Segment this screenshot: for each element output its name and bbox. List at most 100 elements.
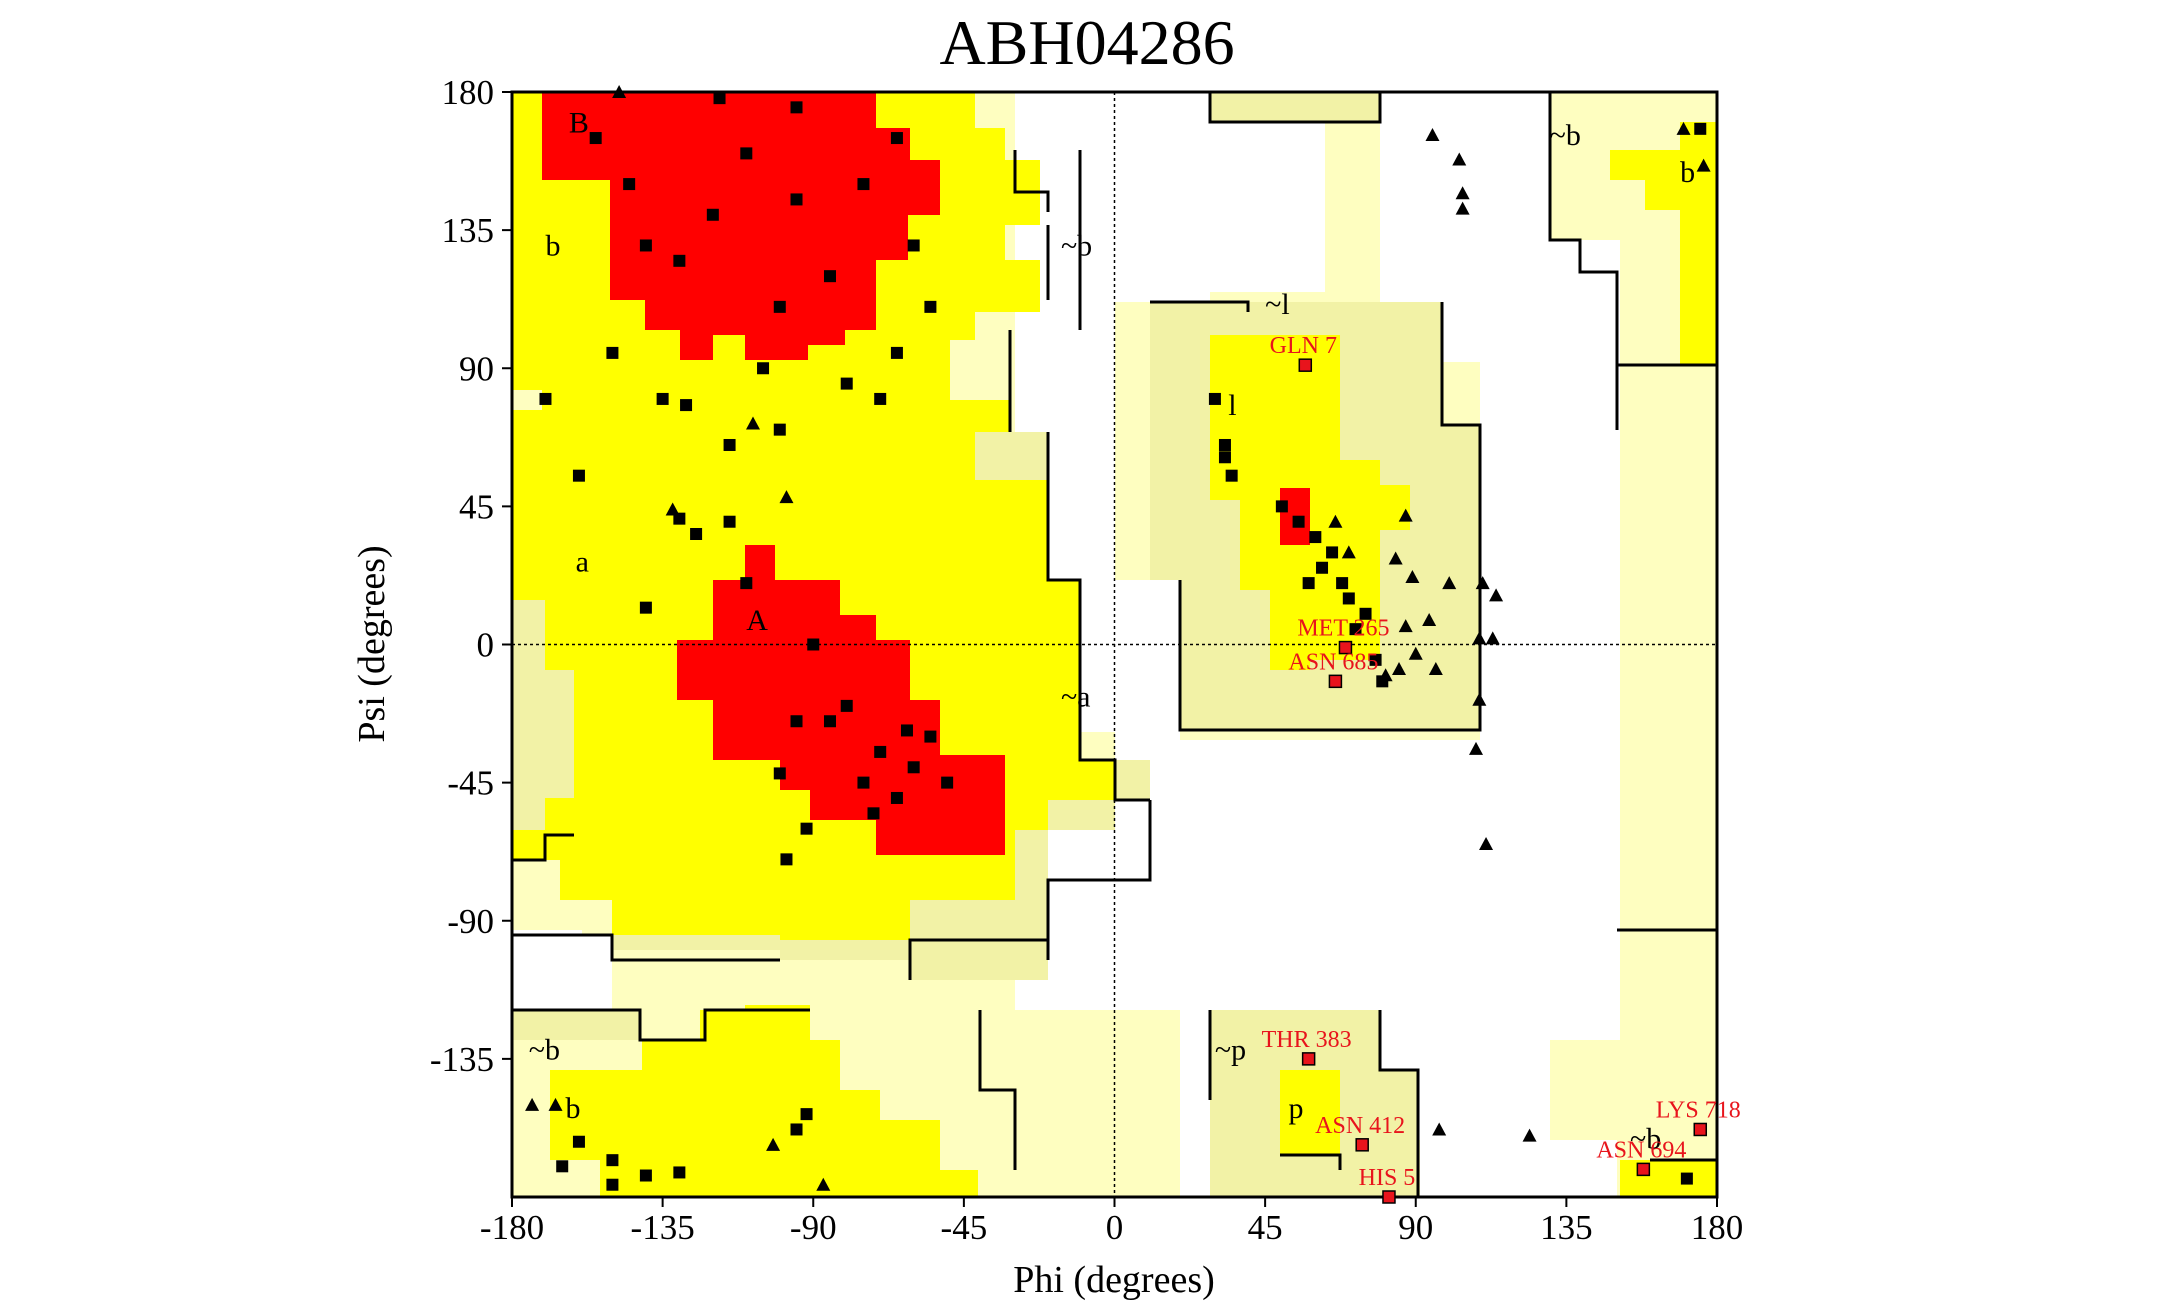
- residue-point: [907, 239, 920, 252]
- residue-point: [1336, 577, 1349, 590]
- glycine-point: [1522, 1128, 1537, 1142]
- outlier-point: [1636, 1162, 1651, 1177]
- x-tick-label: 90: [1398, 1208, 1433, 1247]
- outlier-label: THR 383: [1262, 1027, 1352, 1053]
- y-tick-label: 135: [442, 211, 495, 250]
- region-label: l: [1228, 389, 1236, 422]
- residue-point: [807, 638, 820, 651]
- outlier-label: LYS 718: [1656, 1097, 1741, 1123]
- region-label: ~p: [1215, 1034, 1246, 1067]
- glycine-point: [1422, 612, 1437, 626]
- glycine-point: [1328, 514, 1343, 528]
- residue-point: [840, 699, 853, 712]
- residue-point: [706, 208, 719, 221]
- outlier-point: [1298, 358, 1313, 372]
- residue-point: [890, 132, 903, 145]
- glycine-point: [816, 1177, 831, 1191]
- residue-point: [673, 1166, 686, 1179]
- residue-point: [867, 807, 880, 820]
- plot-regions: [512, 92, 1717, 1197]
- y-tick-label: 90: [459, 349, 494, 388]
- residue-point: [673, 512, 686, 525]
- residue-point: [639, 239, 652, 252]
- region-label: ~b: [1550, 119, 1581, 152]
- x-tick-label: -45: [941, 1208, 988, 1247]
- residue-point: [907, 761, 920, 774]
- residue-point: [840, 377, 853, 390]
- residue-point: [723, 438, 736, 451]
- residue-point: [606, 1178, 619, 1191]
- residue-point: [1208, 392, 1221, 405]
- region-label: ~l: [1265, 288, 1290, 321]
- residue-point: [572, 1135, 585, 1148]
- outlier-points: GLN 7 MET 265 ASN 685 THR 383 ASN 412 HIS 5 LY…: [1262, 333, 1741, 1204]
- region-label: b: [1680, 156, 1695, 189]
- residue-point: [572, 469, 585, 482]
- glycine-point: [1428, 662, 1443, 676]
- glycine-point: [1455, 186, 1470, 200]
- outlier-point: [1338, 640, 1353, 655]
- glycine-point: [1485, 631, 1500, 645]
- region-label: A: [746, 604, 768, 637]
- residue-point: [639, 1169, 652, 1182]
- residue-point: [740, 577, 753, 590]
- glycine-point: [766, 1137, 781, 1151]
- glycine-point: [1472, 631, 1487, 645]
- glycine-point: [1388, 551, 1403, 565]
- region-borders: [512, 92, 1717, 1197]
- residue-point: [1326, 546, 1339, 559]
- residue-point: [790, 1123, 803, 1136]
- glycine-point: [1489, 588, 1504, 602]
- residue-point: [680, 399, 693, 412]
- y-tick-label: 45: [459, 487, 494, 526]
- residue-point: [900, 724, 913, 737]
- glycine-point: [1405, 569, 1420, 583]
- glycine-point: [1392, 662, 1407, 676]
- residue-point: [1292, 515, 1305, 528]
- residue-point: [740, 147, 753, 160]
- outlier-point: [1328, 674, 1343, 689]
- residue-point: [639, 601, 652, 614]
- glycine-point: [1432, 1122, 1447, 1136]
- glycine-point: [1452, 152, 1467, 166]
- residue-point: [800, 1108, 813, 1121]
- residue-point: [823, 270, 836, 283]
- residue-points: [539, 92, 1707, 1191]
- outlier-label: MET 265: [1297, 616, 1389, 642]
- x-tick-label: -135: [631, 1208, 695, 1247]
- outlier-point: [1693, 1122, 1708, 1137]
- glycine-point: [1341, 545, 1356, 559]
- region-label: B: [569, 107, 589, 140]
- glycine-point: [1425, 127, 1440, 141]
- glycine-point: [1408, 646, 1423, 660]
- chart-title: ABH04286: [939, 7, 1234, 78]
- x-axis-title: Phi (degrees): [1013, 1259, 1215, 1301]
- residue-point: [924, 730, 937, 743]
- glycine-point: [548, 1097, 563, 1111]
- residue-point: [1316, 561, 1329, 574]
- residue-point: [656, 392, 669, 405]
- y-tick-label: 180: [442, 73, 495, 112]
- glycine-point: [1479, 837, 1494, 851]
- residue-point: [623, 178, 636, 191]
- outlier-point: [1301, 1052, 1316, 1066]
- residue-point: [1680, 1172, 1693, 1185]
- x-tick-label: -180: [480, 1208, 544, 1247]
- residue-point: [790, 193, 803, 206]
- residue-point: [539, 392, 552, 405]
- glycine-point: [665, 502, 680, 516]
- region-label: p: [1289, 1092, 1304, 1125]
- outlier-label: GLN 7: [1270, 333, 1337, 359]
- glycine-point: [1469, 741, 1483, 755]
- outlier-label: ASN 685: [1288, 649, 1378, 675]
- residue-point: [606, 346, 619, 359]
- zero-lines: [512, 92, 1717, 1197]
- residue-point: [1359, 607, 1372, 620]
- residue-point: [723, 515, 736, 528]
- y-tick-label: 0: [477, 626, 495, 665]
- glycine-point: [779, 490, 794, 504]
- x-tick-label: 180: [1691, 1208, 1744, 1247]
- region-label: ~a: [1061, 681, 1091, 714]
- residue-point: [890, 791, 903, 804]
